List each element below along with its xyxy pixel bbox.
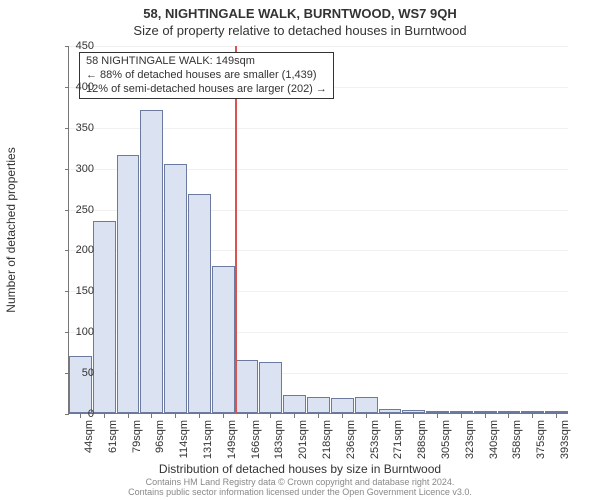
xtick-label: 44sqm [83, 420, 95, 466]
xtick-label: 340sqm [488, 420, 500, 466]
ytick-label: 200 [44, 244, 94, 256]
page-title-address: 58, NIGHTINGALE WALK, BURNTWOOD, WS7 9QH [0, 0, 600, 21]
xtick-label: 358sqm [511, 420, 523, 466]
histogram-bar [140, 110, 163, 413]
xtick-mark [270, 414, 271, 418]
plot-area: 58 NIGHTINGALE WALK: 149sqm← 88% of deta… [68, 46, 568, 414]
xtick-label: 79sqm [131, 420, 143, 466]
xtick-mark [342, 414, 343, 418]
xtick-mark [128, 414, 129, 418]
xtick-mark [413, 414, 414, 418]
histogram-bar [93, 221, 116, 413]
xtick-label: 253sqm [369, 420, 381, 466]
xtick-mark [104, 414, 105, 418]
histogram-bar [117, 155, 140, 413]
xtick-label: 96sqm [154, 420, 166, 466]
xtick-mark [556, 414, 557, 418]
histogram-bar [212, 266, 235, 413]
histogram-bar [259, 362, 282, 413]
xtick-label: 183sqm [273, 420, 285, 466]
y-axis-label: Number of detached properties [4, 147, 18, 312]
histogram-bar [474, 411, 497, 413]
xtick-mark [389, 414, 390, 418]
histogram-bar [355, 397, 378, 413]
xtick-mark [247, 414, 248, 418]
histogram-bar [521, 411, 544, 413]
xtick-mark [485, 414, 486, 418]
histogram-bar [402, 410, 425, 413]
xtick-label: 305sqm [440, 420, 452, 466]
ytick-label: 350 [44, 122, 94, 134]
xtick-label: 236sqm [345, 420, 357, 466]
ytick-label: 0 [44, 408, 94, 420]
attribution-footer: Contains HM Land Registry data © Crown c… [0, 478, 600, 498]
xtick-mark [80, 414, 81, 418]
xtick-mark [437, 414, 438, 418]
xtick-mark [294, 414, 295, 418]
xtick-label: 271sqm [392, 420, 404, 466]
histogram-bar [498, 411, 521, 413]
histogram-bar [283, 395, 306, 413]
xtick-label: 323sqm [464, 420, 476, 466]
histogram-bar [236, 360, 259, 413]
xtick-label: 131sqm [202, 420, 214, 466]
footer-line-2: Contains public sector information licen… [0, 488, 600, 498]
histogram-bar [545, 411, 568, 413]
histogram-bar [69, 356, 92, 413]
histogram-bar [331, 398, 354, 413]
xtick-label: 149sqm [226, 420, 238, 466]
xtick-label: 61sqm [107, 420, 119, 466]
page-subtitle: Size of property relative to detached ho… [0, 21, 600, 42]
xtick-mark [532, 414, 533, 418]
xtick-label: 288sqm [416, 420, 428, 466]
histogram-bar [426, 411, 449, 413]
histogram-bar [188, 194, 211, 413]
annotation-line: ← 88% of detached houses are smaller (1,… [86, 69, 327, 83]
xtick-label: 218sqm [321, 420, 333, 466]
xtick-label: 393sqm [559, 420, 571, 466]
xtick-mark [508, 414, 509, 418]
histogram-bar [164, 164, 187, 413]
xtick-mark [175, 414, 176, 418]
ytick-label: 50 [44, 367, 94, 379]
gridline [69, 46, 568, 47]
annotation-line: 58 NIGHTINGALE WALK: 149sqm [86, 55, 327, 69]
ytick-label: 300 [44, 163, 94, 175]
ytick-label: 250 [44, 204, 94, 216]
xtick-mark [318, 414, 319, 418]
histogram-chart: 58 NIGHTINGALE WALK: 149sqm← 88% of deta… [68, 46, 568, 414]
ytick-label: 100 [44, 326, 94, 338]
xtick-label: 114sqm [178, 420, 190, 466]
ytick-label: 400 [44, 81, 94, 93]
ytick-label: 450 [44, 40, 94, 52]
annotation-box: 58 NIGHTINGALE WALK: 149sqm← 88% of deta… [79, 52, 334, 99]
xtick-label: 201sqm [297, 420, 309, 466]
reference-line [235, 46, 237, 413]
xtick-mark [151, 414, 152, 418]
histogram-bar [379, 409, 402, 413]
xtick-label: 375sqm [535, 420, 547, 466]
histogram-bar [307, 397, 330, 413]
xtick-mark [199, 414, 200, 418]
xtick-mark [223, 414, 224, 418]
xtick-mark [461, 414, 462, 418]
xtick-mark [366, 414, 367, 418]
histogram-bar [450, 411, 473, 413]
xtick-label: 166sqm [250, 420, 262, 466]
ytick-label: 150 [44, 285, 94, 297]
annotation-line: 12% of semi-detached houses are larger (… [86, 83, 327, 97]
